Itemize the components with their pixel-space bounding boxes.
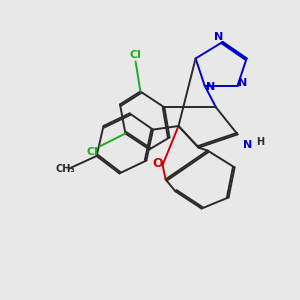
Text: O: O — [152, 157, 163, 170]
Text: N: N — [238, 77, 247, 88]
Text: Cl: Cl — [86, 147, 98, 157]
Text: N: N — [243, 140, 252, 150]
Text: H: H — [256, 137, 264, 147]
Text: N: N — [214, 32, 224, 42]
Text: N: N — [206, 82, 215, 92]
Text: CH₃: CH₃ — [56, 164, 75, 174]
Text: Cl: Cl — [129, 50, 141, 61]
